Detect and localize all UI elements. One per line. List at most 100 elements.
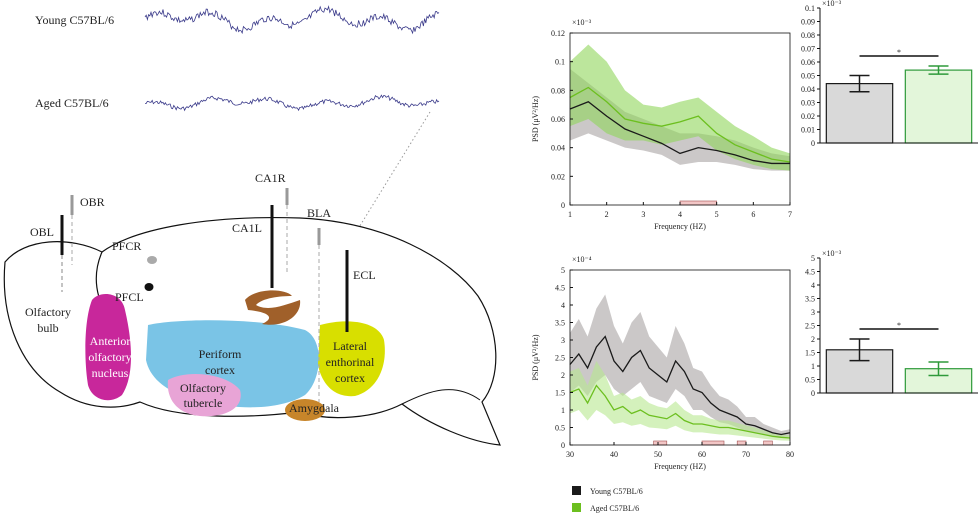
y-tick-label: 0.12 xyxy=(551,29,565,38)
x-tick-label: 40 xyxy=(610,450,618,459)
region-aon xyxy=(85,294,131,401)
x-axis-label: Frequency (HZ) xyxy=(654,462,706,471)
y-tick-label: 0.02 xyxy=(801,112,815,121)
series-line xyxy=(569,384,791,439)
brain-fissure xyxy=(401,389,481,405)
scale-label: ×10⁻³ xyxy=(822,249,842,258)
region-amygdala xyxy=(285,399,325,421)
series-line xyxy=(569,86,791,163)
electrode-label: ECL xyxy=(353,268,376,282)
legend-label: Aged C57BL/6 xyxy=(590,504,639,513)
significance-label: * xyxy=(897,48,901,57)
eeg-trace xyxy=(145,94,440,112)
region-label: Lateral enthorinal cortex xyxy=(326,339,375,385)
y-tick-label: 0.04 xyxy=(801,85,815,94)
region-label: Amygdala xyxy=(289,401,340,415)
x-tick-label: 1 xyxy=(568,210,572,219)
y-tick-label: 0.05 xyxy=(801,72,815,81)
y-tick-label: 2.5 xyxy=(555,354,565,363)
y-tick-label: 2 xyxy=(811,335,815,344)
x-tick-label: 4 xyxy=(678,210,682,219)
y-tick-label: 4 xyxy=(561,301,565,310)
electrode-pfcl xyxy=(144,283,154,291)
x-tick-label: 3 xyxy=(641,210,645,219)
region-hippocampus xyxy=(245,290,301,325)
y-tick-label: 3 xyxy=(561,336,565,345)
y-axis-label: PSD (μV²/Hz) xyxy=(531,96,540,142)
x-tick-label: 6 xyxy=(751,210,755,219)
electrode-label: CA1R xyxy=(255,171,286,185)
y-tick-label: 1 xyxy=(811,362,815,371)
y-axis-label: PSD (μV²/Hz) xyxy=(531,334,540,380)
x-tick-label: 60 xyxy=(698,450,706,459)
x-tick-label: 7 xyxy=(788,210,792,219)
region-label: Anterior olfactory nucleus xyxy=(88,334,131,380)
region-label: Periform cortex xyxy=(199,347,242,377)
significance-range xyxy=(653,440,668,446)
y-tick-label: 0.09 xyxy=(801,18,815,27)
region-ecl xyxy=(318,321,385,397)
y-tick-label: 0.07 xyxy=(801,45,815,54)
x-tick-label: 5 xyxy=(715,210,719,219)
x-tick-label: 80 xyxy=(786,450,794,459)
significance-range xyxy=(679,200,717,206)
region-label: Olfactory tubercle xyxy=(180,381,226,410)
y-tick-label: 0.5 xyxy=(555,424,565,433)
region-tubercle xyxy=(167,374,241,417)
y-tick-label: 0.1 xyxy=(805,4,815,13)
electrode-pfcr xyxy=(147,256,157,264)
error-band xyxy=(570,44,790,171)
y-tick-label: 1 xyxy=(561,406,565,415)
connector xyxy=(349,111,431,243)
y-tick-label: 1.5 xyxy=(805,349,815,358)
electrode-label: OBL xyxy=(30,225,54,239)
eeg-trace xyxy=(144,5,440,35)
y-tick-label: 3.5 xyxy=(555,319,565,328)
x-tick-label: 50 xyxy=(654,450,662,459)
bar xyxy=(825,82,894,144)
scale-label: ×10⁻³ xyxy=(822,0,842,8)
electrode-label: PFCL xyxy=(115,290,144,304)
electrode-label: CA1L xyxy=(232,221,262,235)
y-tick-label: 3 xyxy=(811,308,815,317)
y-tick-label: 0.1 xyxy=(555,58,565,67)
bar xyxy=(904,69,973,144)
y-tick-label: 0.08 xyxy=(551,86,565,95)
y-tick-label: 0.06 xyxy=(551,115,565,124)
electrode-label: PFCR xyxy=(112,239,141,253)
y-tick-label: 0.5 xyxy=(805,376,815,385)
y-tick-label: 0.02 xyxy=(551,172,565,181)
scale-label: ×10⁻³ xyxy=(572,18,592,27)
y-tick-label: 0 xyxy=(811,389,815,398)
y-tick-label: 0 xyxy=(561,201,565,210)
y-tick-label: 0.04 xyxy=(551,144,565,153)
y-tick-label: 0.06 xyxy=(801,58,815,67)
electrode-label: OBR xyxy=(80,195,105,209)
significance-label: * xyxy=(897,321,901,330)
x-axis-label: Frequency (HZ) xyxy=(654,222,706,231)
series-line xyxy=(569,335,791,436)
error-band xyxy=(570,361,790,441)
y-tick-label: 2.5 xyxy=(805,322,815,331)
y-tick-label: 1.5 xyxy=(555,389,565,398)
trace-label: Aged C57BL/6 xyxy=(35,96,109,110)
y-tick-label: 4.5 xyxy=(555,284,565,293)
y-tick-label: 0.01 xyxy=(801,126,815,135)
scale-label: ×10⁻⁴ xyxy=(572,255,592,264)
x-tick-label: 30 xyxy=(566,450,574,459)
significance-range xyxy=(736,440,747,446)
y-tick-label: 4.5 xyxy=(805,268,815,277)
y-tick-label: 0.03 xyxy=(801,99,815,108)
y-tick-label: 0 xyxy=(561,441,565,450)
significance-range xyxy=(763,440,773,446)
region-label: Olfactory bulb xyxy=(25,305,71,335)
legend-label: Young C57BL/6 xyxy=(590,487,643,496)
significance-range xyxy=(701,440,725,446)
y-tick-label: 0 xyxy=(811,139,815,148)
series-line xyxy=(569,101,790,165)
x-tick-label: 2 xyxy=(605,210,609,219)
trace-label: Young C57BL/6 xyxy=(35,13,114,27)
y-tick-label: 0.08 xyxy=(801,31,815,40)
electrode-label: BLA xyxy=(307,206,331,220)
